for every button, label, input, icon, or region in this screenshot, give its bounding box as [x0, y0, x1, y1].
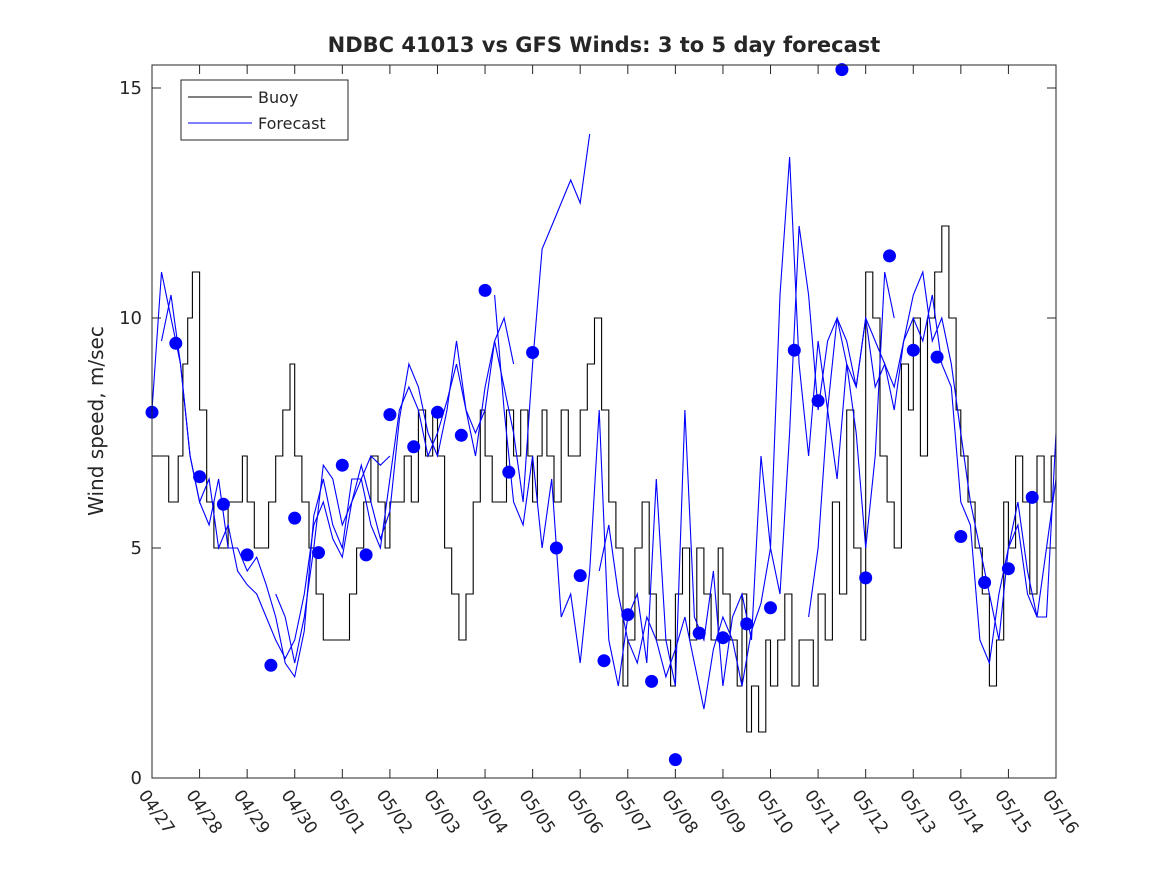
forecast-marker: [787, 343, 801, 357]
forecast-marker: [621, 608, 635, 622]
forecast-line-2: [160, 294, 515, 660]
forecast-marker: [383, 408, 397, 422]
forecast-marker: [1001, 562, 1015, 576]
x-tick-label: 05/15: [990, 786, 1034, 838]
forecast-marker: [835, 63, 849, 77]
y-axis: 0 5 10 15: [119, 78, 1056, 789]
forecast-marker: [431, 405, 444, 419]
forecast-marker: [716, 631, 730, 645]
forecast-marker: [883, 249, 896, 263]
chart-title: NDBC 41013 vs GFS Winds: 3 to 5 day fore…: [328, 33, 881, 57]
forecast-marker: [169, 336, 183, 350]
x-tick-label: 05/02: [372, 786, 416, 838]
forecast-marker: [811, 394, 825, 408]
forecast-marker: [859, 571, 873, 585]
buoy-line: [152, 225, 1057, 733]
forecast-marker: [692, 626, 706, 640]
forecast-marker: [335, 458, 349, 472]
x-tick-label: 05/06: [562, 786, 606, 838]
forecast-marker: [549, 541, 563, 555]
x-tick-label: 04/28: [181, 786, 225, 838]
forecast-marker: [288, 511, 302, 525]
forecast-marker: [573, 569, 587, 583]
plot-frame: [151, 64, 1057, 779]
forecast-marker: [930, 350, 944, 364]
forecast-marker: [240, 548, 254, 562]
forecast-marker: [407, 440, 421, 454]
forecast-line-5: [598, 225, 1057, 710]
x-tick-label: 05/05: [515, 786, 559, 838]
legend-box: [180, 79, 349, 141]
forecast-marker: [502, 465, 516, 479]
forecast-marker: [978, 576, 992, 589]
forecast-marker: [906, 343, 920, 357]
forecast-marker: [193, 470, 207, 484]
x-tick-label: 04/29: [229, 786, 273, 838]
plot-data: [145, 63, 1057, 767]
forecast-marker: [359, 548, 373, 562]
x-tick-label: 05/08: [657, 786, 701, 838]
x-tick-label: 05/12: [848, 786, 892, 838]
y-tick-label: 5: [131, 538, 142, 559]
x-tick-label: 05/03: [419, 786, 463, 838]
forecast-marker: [740, 617, 754, 631]
x-tick-label: 05/16: [1038, 786, 1082, 838]
forecast-marker: [312, 546, 325, 560]
y-tick-label: 0: [131, 768, 142, 789]
x-tick-label: 05/14: [943, 786, 987, 838]
forecast-marker: [954, 530, 968, 543]
x-tick-label: 05/01: [324, 786, 368, 838]
x-tick-label: 04/27: [134, 786, 178, 838]
x-tick-label: 05/11: [800, 786, 844, 838]
legend-label-buoy: Buoy: [258, 88, 298, 107]
forecast-marker: [478, 283, 492, 297]
x-tick-label: 05/10: [752, 786, 796, 838]
legend: Buoy Forecast: [180, 79, 349, 141]
forecast-marker: [668, 753, 682, 767]
x-tick-label: 04/30: [277, 786, 321, 838]
forecast-line-6: [808, 294, 1057, 666]
forecast-marker: [526, 346, 540, 359]
forecast-marker: [1025, 490, 1039, 504]
forecast-marker: [597, 654, 611, 668]
x-tick-label: 05/04: [467, 786, 511, 838]
x-tick-label: 05/07: [610, 786, 654, 838]
forecast-line-3: [275, 133, 591, 664]
y-axis-label: Wind speed, m/sec: [84, 326, 108, 516]
forecast-marker: [454, 428, 468, 442]
forecast-marker: [764, 601, 777, 615]
y-tick-label: 10: [119, 308, 142, 329]
forecast-marker: [216, 497, 230, 511]
y-tick-label: 15: [119, 78, 142, 99]
legend-label-forecast: Forecast: [258, 114, 326, 133]
x-tick-label: 05/09: [705, 786, 749, 838]
x-tick-label: 05/13: [895, 786, 939, 838]
forecast-marker: [264, 658, 278, 672]
forecast-marker: [645, 674, 659, 688]
